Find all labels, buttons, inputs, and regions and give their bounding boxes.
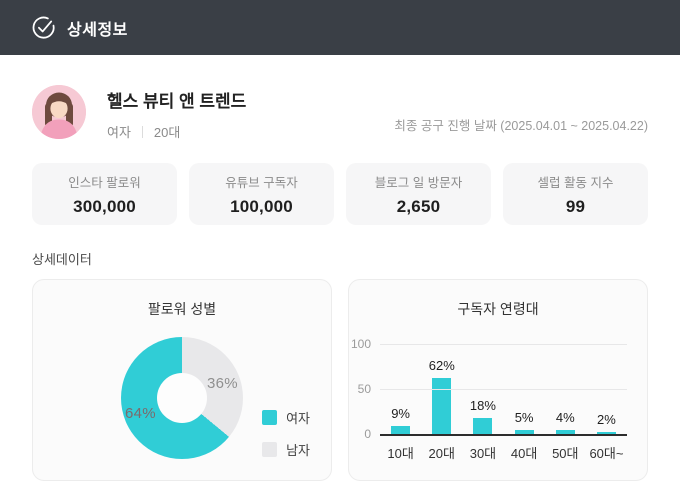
stat-value: 100,000 <box>230 196 293 216</box>
legend-label-female: 여자 <box>286 411 310 426</box>
legend-item-female: 여자 <box>262 408 310 427</box>
bar-group-10대: 9% <box>380 344 421 434</box>
profile-section: 헬스 뷰티 앤 트렌드 여자 20대 최종 공구 진행 날짜 (2025.04.… <box>32 85 648 141</box>
bar-value-label: 2% <box>597 412 616 427</box>
bar-group-40대: 5% <box>504 344 545 434</box>
bar-group-50대: 4% <box>545 344 586 434</box>
stat-label: 블로그 일 방문자 <box>374 175 463 190</box>
bars: 9% 62% 18% 5% 4% 2% <box>380 344 627 434</box>
y-tick-100: 100 <box>350 337 371 351</box>
check-circle-icon <box>31 15 56 40</box>
gridline-50 <box>380 389 627 390</box>
stat-card-3: 셀럽 활동 지수 99 <box>503 163 648 225</box>
bar <box>473 417 493 434</box>
x-tick-label: 50대 <box>552 446 579 461</box>
bar-chart-plot: 9% 62% 18% 5% 4% 2% 10대 20대 30대 40대 50대 60대~ 100 50… <box>351 337 627 461</box>
subscriber-age-chart-card: 구독자 연령대 9% 62% 18% 5% 4% 2% 10대 20대 30대 40대 50대 60… <box>348 279 648 481</box>
donut-label-female: 64% <box>125 405 156 422</box>
stat-value: 99 <box>565 196 586 216</box>
follower-gender-chart-card: 팔로워 성별 64% 36% 여자 남자 <box>32 279 332 481</box>
content: 헬스 뷰티 앤 트렌드 여자 20대 최종 공구 진행 날짜 (2025.04.… <box>0 85 680 481</box>
stat-label: 셀럽 활동 지수 <box>537 175 614 190</box>
x-axis-labels: 10대 20대 30대 40대 50대 60대~ <box>380 443 627 462</box>
x-tick-label: 60대~ <box>589 446 624 461</box>
profile-info: 헬스 뷰티 앤 트렌드 여자 20대 <box>107 85 246 141</box>
bar <box>555 430 575 434</box>
stat-card-0: 인스타 팔로워 300,000 <box>32 163 177 225</box>
stat-value: 2,650 <box>396 196 441 216</box>
stat-label: 유튜브 구독자 <box>225 175 298 190</box>
bar-group-20대: 62% <box>421 344 462 434</box>
donut-label-male: 36% <box>207 375 238 392</box>
x-tick-label: 40대 <box>510 446 538 461</box>
x-tick-label: 10대 <box>387 446 414 461</box>
bar <box>432 378 452 434</box>
donut-chart-title: 팔로워 성별 <box>147 301 217 317</box>
legend-swatch-female <box>262 410 278 425</box>
bar <box>514 429 534 434</box>
bar-group-30대: 18% <box>462 344 503 434</box>
app-header: 상세정보 <box>0 0 680 55</box>
legend-item-male: 남자 <box>262 440 310 459</box>
bar-value-label: 5% <box>514 409 534 425</box>
campaign-date-note: 최종 공구 진행 날짜 (2025.04.01 ~ 2025.04.22) <box>394 119 648 133</box>
y-tick-50: 50 <box>357 382 371 396</box>
bar <box>596 432 616 434</box>
section-title: 상세데이터 <box>32 252 92 267</box>
bar <box>391 425 411 434</box>
meta-divider <box>141 125 143 138</box>
donut-hole <box>157 373 207 423</box>
stats-row: 인스타 팔로워 300,000 유튜브 구독자 100,000 블로그 일 방문자 2,6… <box>32 163 648 225</box>
profile-meta: 여자 20대 <box>107 122 246 141</box>
bar-value-label: 4% <box>555 410 575 426</box>
legend-label-male: 남자 <box>286 443 310 458</box>
bar-value-label: 18% <box>469 397 496 413</box>
stat-value: 300,000 <box>73 196 136 216</box>
profile-age-group: 20대 <box>153 125 181 140</box>
donut-ring <box>121 337 243 459</box>
bar-value-label: 9% <box>391 405 410 421</box>
x-tick-label: 30대 <box>469 446 497 461</box>
gridline-100 <box>380 344 627 345</box>
legend-swatch-male <box>262 442 278 457</box>
stat-label: 인스타 팔로워 <box>68 175 141 190</box>
profile-name: 헬스 뷰티 앤 트렌드 <box>107 92 247 111</box>
stat-card-1: 유튜브 구독자 100,000 <box>189 163 334 225</box>
bar-group-60대~: 2% <box>586 344 627 434</box>
bar-value-label: 62% <box>428 358 455 374</box>
x-tick-label: 20대 <box>428 446 455 461</box>
bar-chart-title: 구독자 연령대 <box>457 301 539 317</box>
stat-card-2: 블로그 일 방문자 2,650 <box>346 163 491 225</box>
x-axis-line <box>380 434 627 436</box>
y-tick-0: 0 <box>364 427 371 441</box>
donut-legend: 여자 남자 <box>262 408 310 459</box>
charts-row: 팔로워 성별 64% 36% 여자 남자 구독자 연령 <box>32 279 648 481</box>
avatar <box>32 85 86 139</box>
donut-chart: 64% 36% <box>121 337 243 459</box>
page-title: 상세정보 <box>67 21 128 39</box>
profile-gender: 여자 <box>107 125 131 140</box>
